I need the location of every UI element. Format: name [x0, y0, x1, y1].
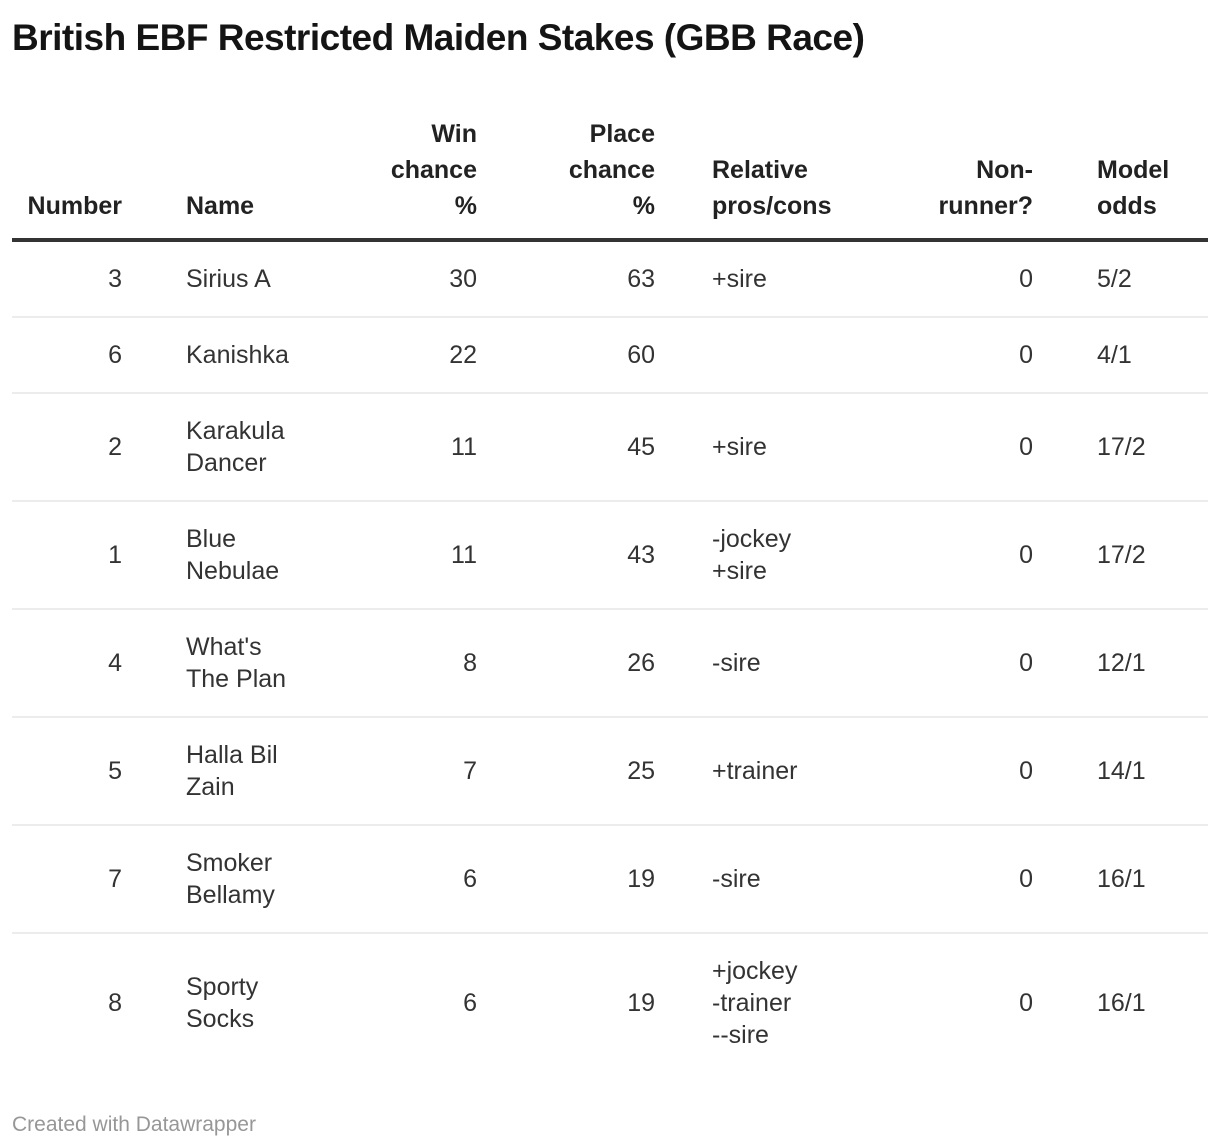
datawrapper-credit-link[interactable]: Created with Datawrapper [12, 1113, 256, 1137]
cell-non-runner: 0 [872, 932, 1053, 1073]
cell-number: 5 [12, 716, 142, 826]
cell-place-chance: 19 [497, 824, 675, 934]
cell-model-odds: 12/1 [1053, 608, 1208, 718]
cell-model-odds: 5/2 [1097, 265, 1132, 294]
cell-model-odds: 16/1 [1053, 824, 1208, 934]
cell-place-chance: 63 [627, 265, 655, 294]
col-header-model-odds: Model odds [1053, 116, 1208, 243]
cell-non-runner: 0 [872, 500, 1053, 610]
table-row: 5 Halla Bil Zain 7 25 +trainer 0 14/1 [12, 716, 1208, 826]
table-row: 2 Karakula Dancer 11 45 +sire 0 17/2 [12, 392, 1208, 502]
col-header-place-chance: Place chance % [497, 116, 675, 243]
cell-number: 8 [12, 932, 142, 1073]
cell-model-odds: 17/2 [1053, 500, 1208, 610]
cell-win-chance: 11 [380, 392, 497, 502]
col-header-non-runner: Non- runner? [872, 116, 1053, 243]
cell-place-chance: 45 [497, 392, 675, 502]
col-header-win-chance: Win chance % [380, 116, 497, 243]
chart-container: British EBF Restricted Maiden Stakes (GB… [0, 14, 1220, 1138]
cell-model-odds: 16/1 [1053, 932, 1208, 1073]
table-header-row: Number Name Win chance % Place chance % … [12, 116, 1208, 243]
cell-pros-cons: -sire [675, 608, 872, 718]
cell-name: Kanishka [142, 316, 380, 394]
cell-non-runner: 0 [872, 316, 1053, 394]
table-row: 7 Smoker Bellamy 6 19 -sire 0 16/1 [12, 824, 1208, 934]
cell-pros-cons: +trainer [675, 716, 872, 826]
cell-non-runner: 0 [872, 392, 1053, 502]
footer-credit: Created with Datawrapper [12, 1112, 1208, 1138]
cell-win-chance: 7 [380, 716, 497, 826]
table-row: 8 Sporty Socks 6 19 +jockey -trainer --s… [12, 932, 1208, 1073]
cell-model-odds: 14/1 [1053, 716, 1208, 826]
cell-pros-cons [675, 316, 872, 394]
cell-number: 2 [12, 392, 142, 502]
cell-win-chance: 22 [380, 316, 497, 394]
cell-name: Karakula Dancer [142, 392, 380, 502]
cell-number: 6 [12, 316, 142, 394]
cell-win-chance: 11 [380, 500, 497, 610]
cell-number: 3 [108, 265, 122, 294]
cell-win-chance: 8 [380, 608, 497, 718]
table-row: 4 What's The Plan 8 26 -sire 0 12/1 [12, 608, 1208, 718]
page-title: British EBF Restricted Maiden Stakes (GB… [12, 17, 865, 58]
cell-place-chance: 60 [497, 316, 675, 394]
cell-name: Smoker Bellamy [142, 824, 380, 934]
col-header-name: Name [142, 116, 380, 243]
cell-pros-cons: +jockey -trainer --sire [675, 932, 872, 1073]
cell-place-chance: 26 [497, 608, 675, 718]
cell-place-chance: 43 [497, 500, 675, 610]
cell-pros-cons: -sire [675, 824, 872, 934]
cell-non-runner: 0 [872, 824, 1053, 934]
cell-model-odds: 17/2 [1053, 392, 1208, 502]
col-header-pros-cons: Relative pros/cons [675, 116, 872, 243]
cell-number: 1 [12, 500, 142, 610]
table-row: 3 Sirius A 30 63 +sire 0 5/2 [12, 240, 1208, 317]
cell-name: Sirius A [186, 265, 271, 294]
table-row: 1 Blue Nebulae 11 43 -jockey +sire 0 17/… [12, 500, 1208, 610]
cell-name: Sporty Socks [142, 932, 380, 1073]
cell-number: 7 [12, 824, 142, 934]
cell-win-chance: 30 [449, 265, 477, 294]
cell-model-odds: 4/1 [1053, 316, 1208, 394]
race-table: Number Name Win chance % Place chance % … [12, 116, 1208, 1073]
cell-name: Blue Nebulae [142, 500, 380, 610]
cell-place-chance: 25 [497, 716, 675, 826]
col-header-number: Number [12, 116, 142, 243]
cell-name: What's The Plan [142, 608, 380, 718]
table-row: 6 Kanishka 22 60 0 4/1 [12, 316, 1208, 394]
cell-non-runner: 0 [872, 608, 1053, 718]
cell-number: 4 [12, 608, 142, 718]
cell-name: Halla Bil Zain [142, 716, 380, 826]
cell-win-chance: 6 [380, 824, 497, 934]
cell-pros-cons: +sire [712, 265, 767, 294]
cell-non-runner: 0 [872, 716, 1053, 826]
cell-pros-cons: -jockey +sire [675, 500, 872, 610]
cell-place-chance: 19 [497, 932, 675, 1073]
cell-non-runner: 0 [1019, 265, 1033, 294]
cell-pros-cons: +sire [675, 392, 872, 502]
cell-win-chance: 6 [380, 932, 497, 1073]
